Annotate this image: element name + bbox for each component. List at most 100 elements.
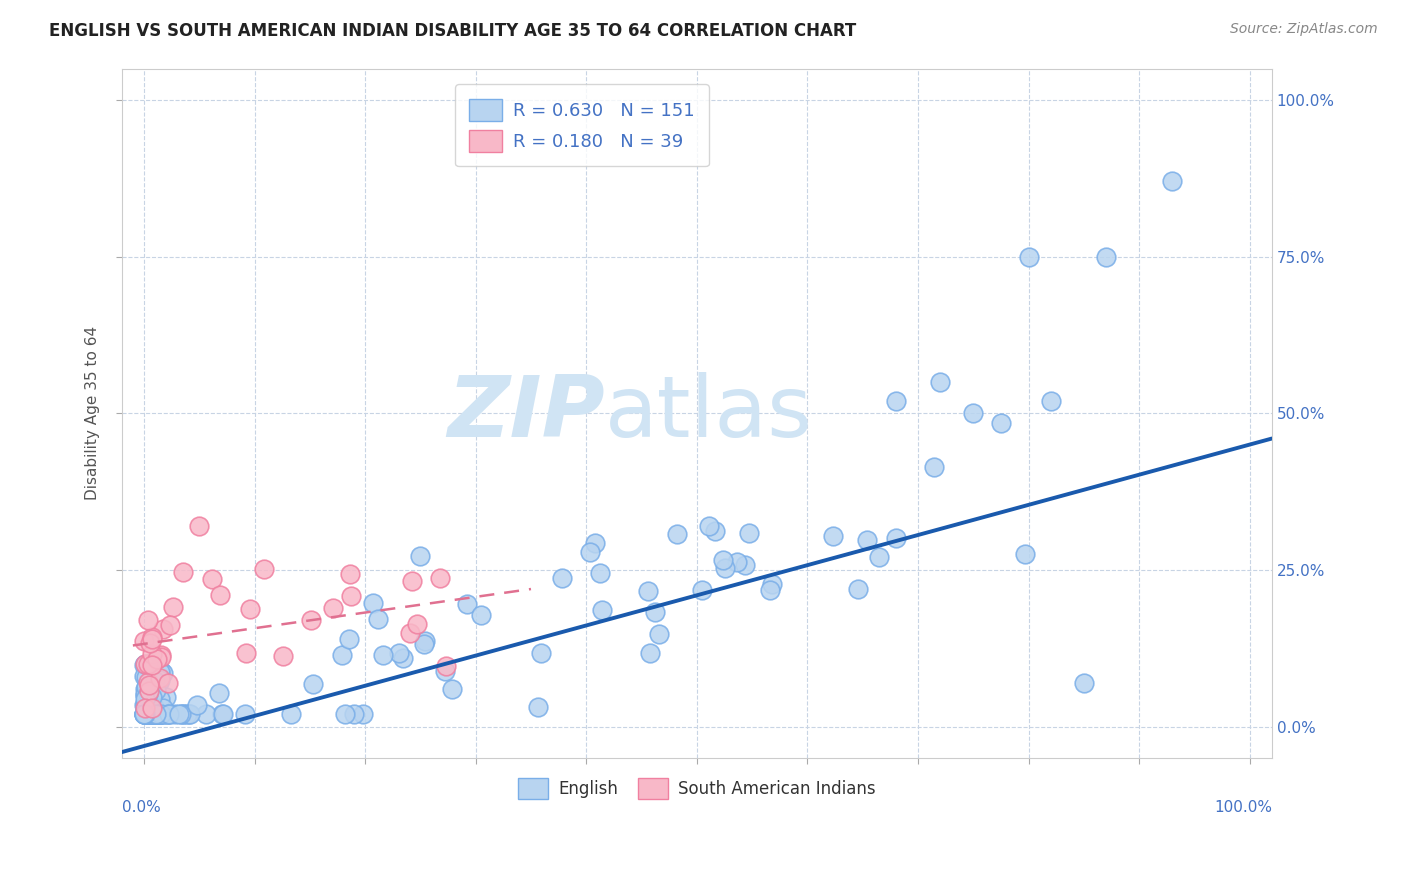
Point [136,687,159,701]
Point [208,686,231,700]
Point [143,699,166,714]
Point [132,634,155,648]
Point [136,707,159,722]
Point [322,601,344,615]
Point [339,590,361,604]
Point [647,627,669,641]
Point [136,707,159,722]
Point [138,636,160,650]
Point [212,707,235,722]
Point [152,707,174,722]
Point [759,582,782,597]
Point [922,459,945,474]
Point [142,707,165,722]
Point [134,698,156,713]
Point [134,657,156,672]
Point [579,545,602,559]
Point [142,707,165,722]
Point [134,657,156,671]
Point [690,582,713,597]
Point [141,658,163,673]
Point [149,707,172,722]
Point [132,658,155,673]
Point [233,707,256,722]
Point [136,675,159,690]
Point [239,602,262,616]
Point [146,707,169,722]
Point [141,701,163,715]
Point [152,701,174,715]
Point [159,618,181,632]
Point [134,707,156,722]
Point [208,588,231,602]
Point [167,707,190,722]
Point [734,558,756,572]
Point [589,566,612,581]
Point [337,632,360,646]
Point [149,664,172,678]
Point [159,707,181,722]
Point [361,596,384,610]
Point [141,707,163,722]
Point [134,688,156,702]
Point [139,707,162,722]
Point [155,690,177,705]
Point [172,565,194,579]
Point [149,671,172,685]
Point [149,648,172,663]
Point [343,707,366,722]
Point [1073,676,1095,690]
Point [583,536,606,550]
Point [146,652,169,666]
Point [823,529,845,543]
Point [134,686,156,700]
Point [1161,174,1184,188]
Point [156,707,179,722]
Point [886,532,908,546]
Point [143,707,166,722]
Point [145,707,167,722]
Point [172,707,194,722]
Point [412,637,434,651]
Point [148,674,170,689]
Point [152,707,174,722]
Point [201,573,224,587]
Point [373,648,395,662]
Point [440,681,463,696]
Point [141,707,163,722]
Point [551,571,574,585]
Point [302,677,325,691]
Point [148,707,170,722]
Point [150,649,173,664]
Point [848,582,870,597]
Point [149,665,172,679]
Point [139,681,162,696]
Point [188,519,211,533]
Point [990,417,1012,431]
Text: ENGLISH VS SOUTH AMERICAN INDIAN DISABILITY AGE 35 TO 64 CORRELATION CHART: ENGLISH VS SOUTH AMERICAN INDIAN DISABIL… [49,22,856,40]
Point [1014,547,1036,561]
Point [176,707,198,722]
Point [271,648,294,663]
Point [143,674,166,689]
Point [136,707,159,722]
Point [962,406,984,420]
Point [856,533,879,548]
Point [177,707,200,722]
Point [136,707,159,722]
Point [139,707,162,722]
Point [148,669,170,683]
Point [637,583,659,598]
Point [640,646,662,660]
Text: 100.0%: 100.0% [1213,800,1272,814]
Point [399,626,422,640]
Point [143,707,166,722]
Point [401,574,423,589]
Point [179,707,201,722]
Point [253,562,276,576]
Point [738,526,761,541]
Point [139,707,162,722]
Point [868,549,890,564]
Point [152,665,174,680]
Point [470,608,492,623]
